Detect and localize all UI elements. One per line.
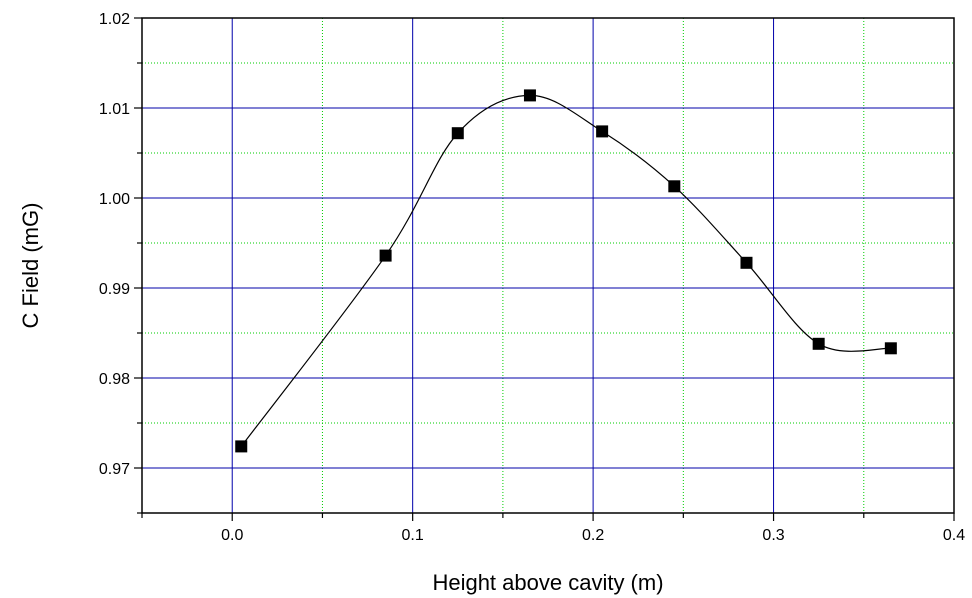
y-tick-label: 1.00 bbox=[99, 191, 130, 208]
data-point bbox=[812, 337, 825, 350]
y-tick-labels: 0.97 0.98 0.99 1.00 1.01 1.02 bbox=[99, 11, 130, 478]
x-tick-label: 0.2 bbox=[582, 527, 604, 544]
x-tick-labels: 0.0 0.1 0.2 0.3 0.4 bbox=[221, 527, 965, 544]
y-tick-label: 0.99 bbox=[99, 281, 130, 298]
x-axis-title: Height above cavity (m) bbox=[432, 570, 663, 595]
y-axis-title: C Field (mG) bbox=[18, 203, 43, 329]
y-tick-label: 1.02 bbox=[99, 11, 130, 28]
minor-grid bbox=[142, 18, 954, 513]
plot-frame bbox=[141, 17, 955, 514]
x-tick-label: 0.0 bbox=[221, 527, 243, 544]
data-point bbox=[379, 249, 392, 262]
x-tick-label: 0.1 bbox=[402, 527, 424, 544]
data-point bbox=[668, 180, 681, 193]
y-tick-label: 0.98 bbox=[99, 371, 130, 388]
fit-curve bbox=[240, 94, 891, 447]
data-point bbox=[596, 125, 609, 138]
y-tick-label: 1.01 bbox=[99, 101, 130, 118]
x-tick-label: 0.3 bbox=[762, 527, 784, 544]
data-point bbox=[235, 440, 248, 453]
data-point bbox=[523, 89, 536, 102]
x-tick-label: 0.4 bbox=[943, 527, 965, 544]
data-points bbox=[235, 89, 897, 453]
axis-ticks bbox=[134, 17, 955, 521]
data-point bbox=[740, 256, 753, 269]
major-grid bbox=[142, 18, 954, 513]
y-tick-label: 0.97 bbox=[99, 461, 130, 478]
data-point bbox=[884, 342, 897, 355]
data-point bbox=[451, 127, 464, 140]
